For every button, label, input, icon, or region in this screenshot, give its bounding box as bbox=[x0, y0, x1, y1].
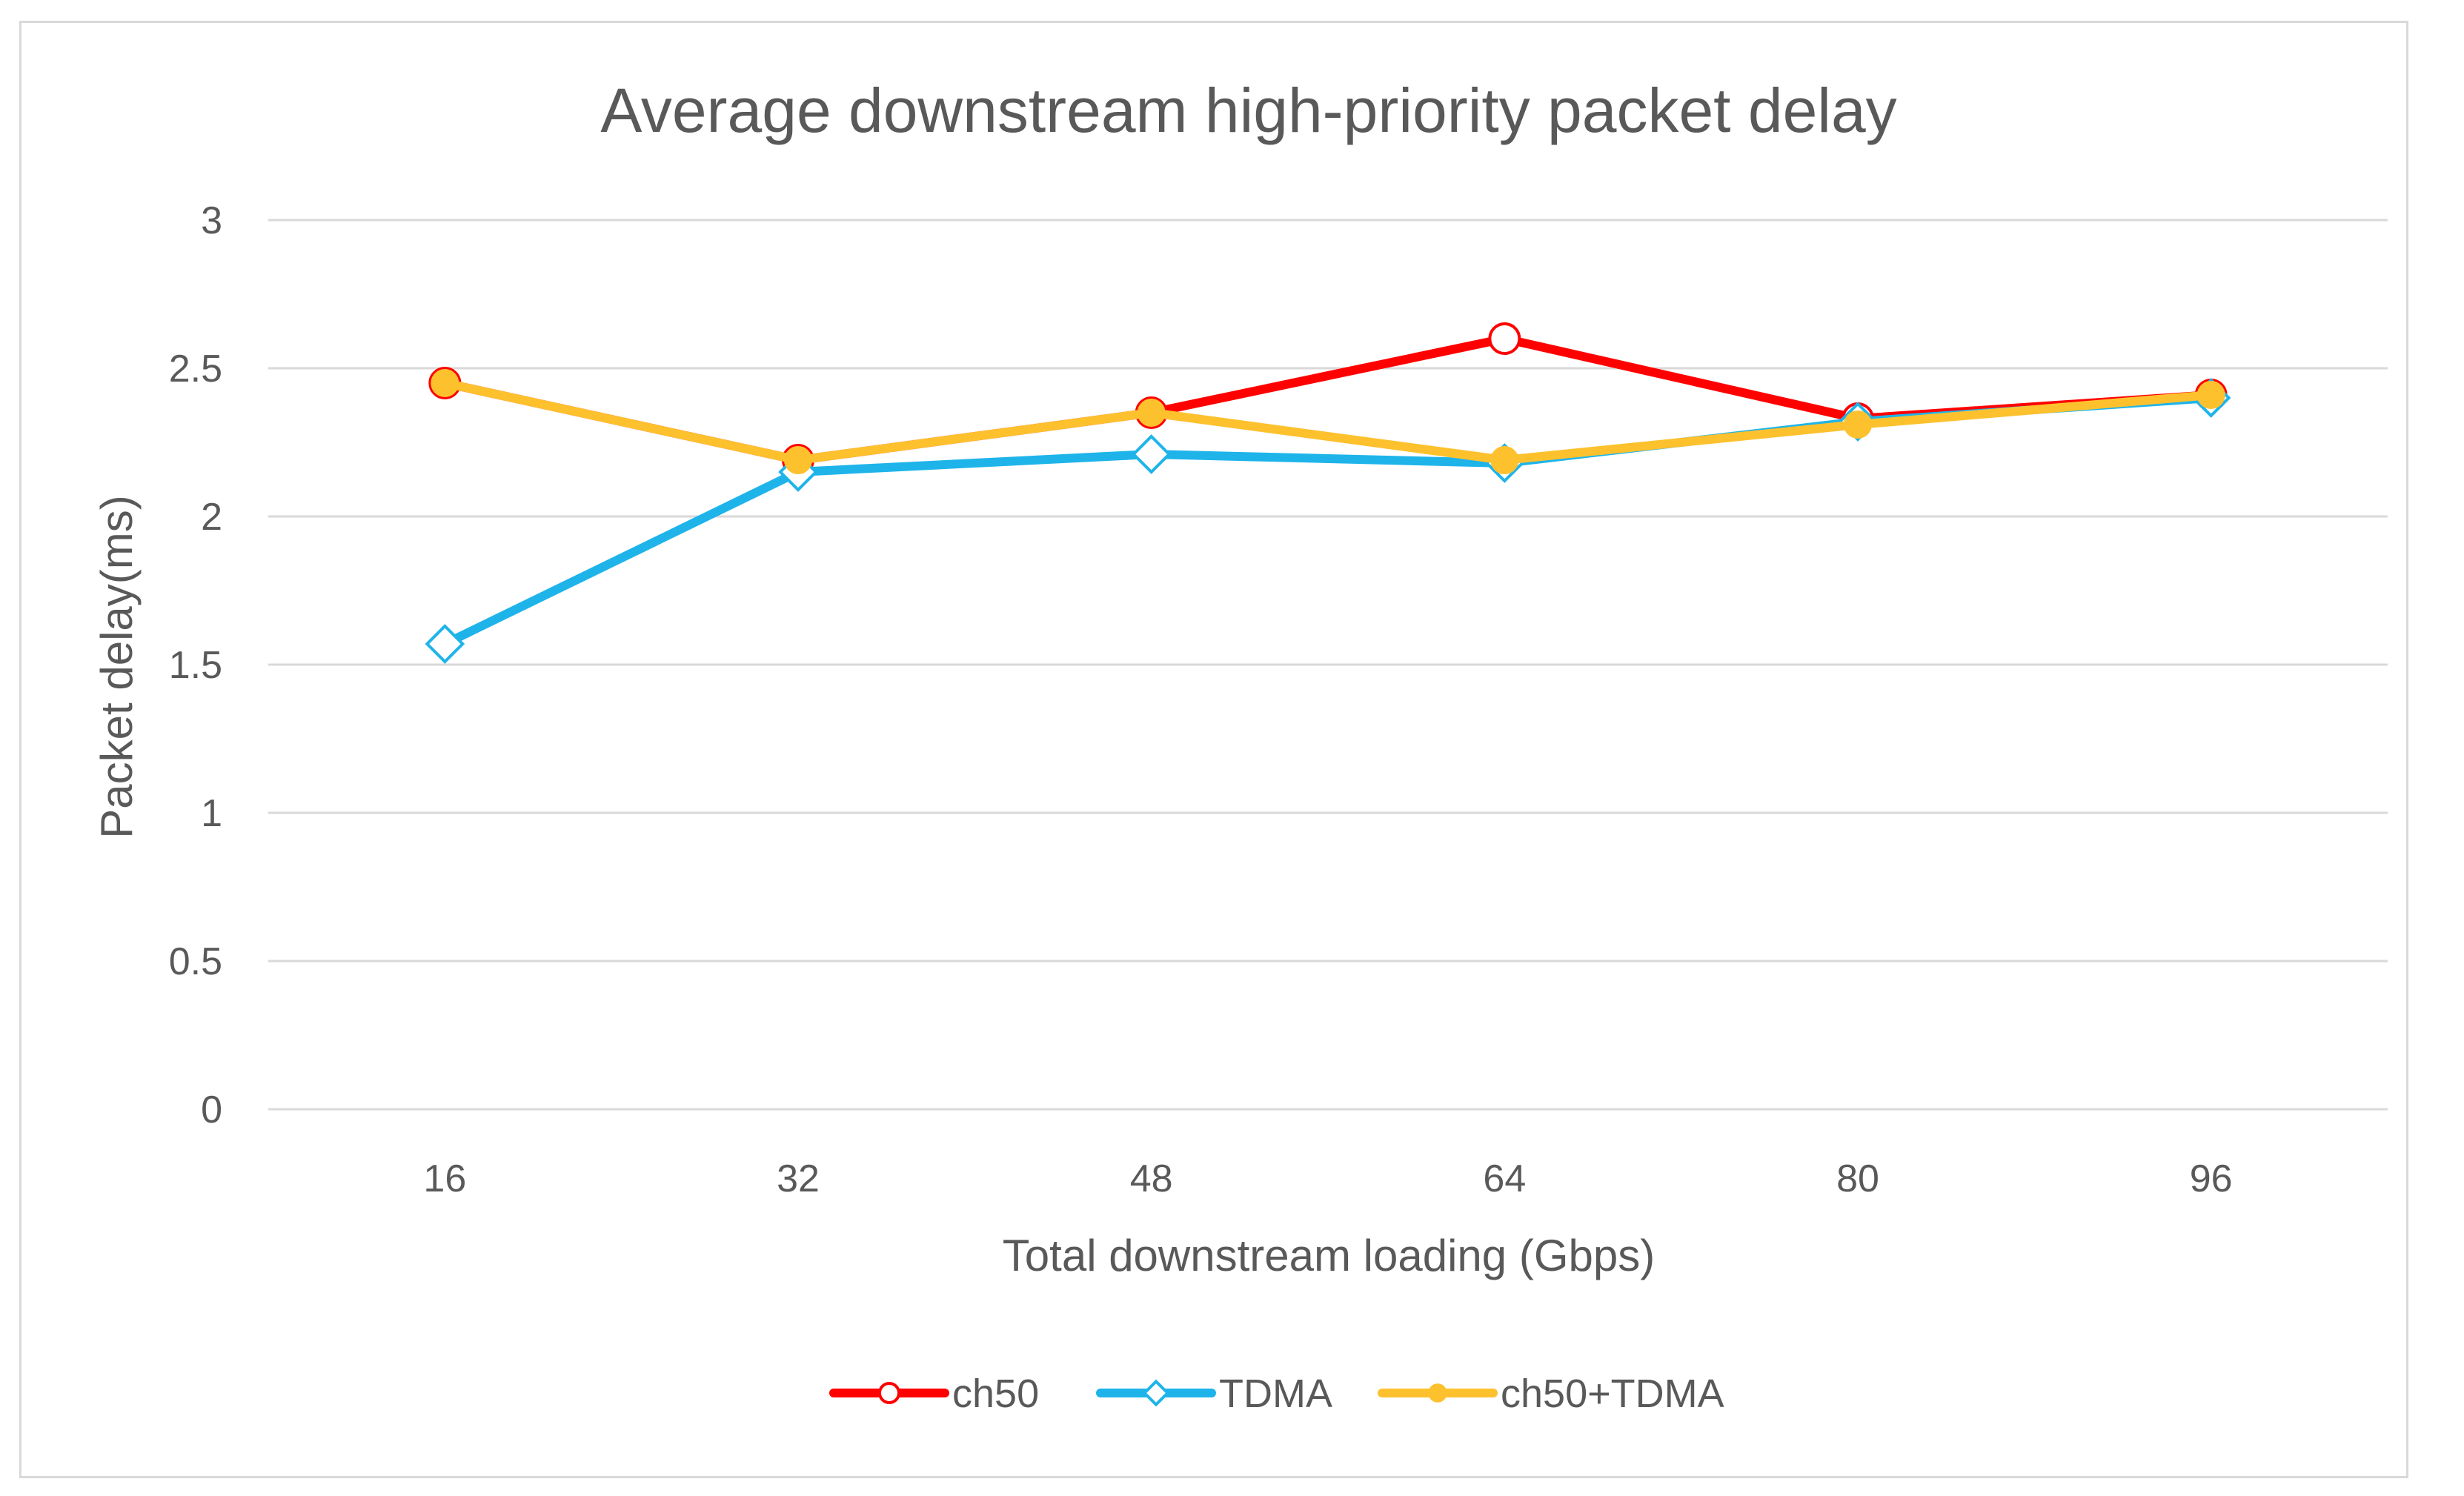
series-tdma bbox=[425, 378, 2231, 664]
y-axis-ticks: 0 0.5 1 1.5 2 2.5 3 bbox=[169, 199, 222, 1131]
series-ch50-tdma bbox=[431, 369, 2225, 474]
x-tick-label: 32 bbox=[777, 1157, 820, 1200]
y-tick-label: 2.5 bbox=[169, 348, 222, 390]
x-tick-label: 16 bbox=[423, 1157, 466, 1200]
data-point-marker bbox=[2196, 381, 2225, 409]
x-axis-ticks: 16 32 48 64 80 96 bbox=[423, 1157, 2232, 1200]
data-point-marker bbox=[1490, 446, 1519, 474]
chart-title: Average downstream high-priority packet … bbox=[600, 76, 1896, 145]
legend-item: TDMA bbox=[1096, 1372, 1332, 1416]
data-point-marker bbox=[878, 1382, 900, 1404]
x-tick-label: 80 bbox=[1836, 1157, 1879, 1200]
y-tick-label: 0 bbox=[201, 1088, 222, 1131]
data-point-marker bbox=[1137, 399, 1166, 427]
data-point-marker bbox=[1488, 322, 1521, 355]
legend-item: ch50+TDMA bbox=[1378, 1372, 1724, 1416]
data-point-marker bbox=[425, 624, 465, 664]
y-tick-label: 0.5 bbox=[169, 940, 222, 983]
legend-item: ch50 bbox=[829, 1372, 1039, 1416]
legend-label: ch50+TDMA bbox=[1501, 1372, 1724, 1416]
x-tick-label: 64 bbox=[1483, 1157, 1526, 1200]
data-point-marker bbox=[1131, 434, 1172, 474]
legend: ch50 TDMA ch50+TDMA bbox=[829, 1372, 1724, 1416]
data-point-marker bbox=[431, 369, 459, 397]
legend-label: ch50 bbox=[952, 1372, 1039, 1416]
data-point-marker bbox=[1142, 1379, 1170, 1407]
data-point-marker bbox=[1428, 1383, 1447, 1403]
y-tick-label: 2 bbox=[201, 496, 222, 539]
data-point-marker bbox=[1844, 410, 1872, 439]
y-tick-label: 3 bbox=[201, 199, 222, 242]
legend-label: TDMA bbox=[1219, 1372, 1332, 1416]
series-ch50 bbox=[428, 322, 2228, 476]
x-tick-label: 48 bbox=[1130, 1157, 1173, 1200]
series-lines bbox=[425, 322, 2231, 664]
series-line bbox=[440, 379, 2216, 465]
data-point-marker bbox=[784, 446, 812, 474]
y-tick-label: 1.5 bbox=[169, 644, 222, 687]
y-axis-title: Packet delay(ms) bbox=[92, 495, 142, 838]
gridlines bbox=[268, 219, 2388, 1111]
y-tick-label: 1 bbox=[201, 792, 222, 835]
chart-frame bbox=[19, 21, 2408, 1478]
x-tick-label: 96 bbox=[2190, 1157, 2233, 1200]
x-axis-title: Total downstream loading (Gbps) bbox=[1003, 1231, 1655, 1280]
